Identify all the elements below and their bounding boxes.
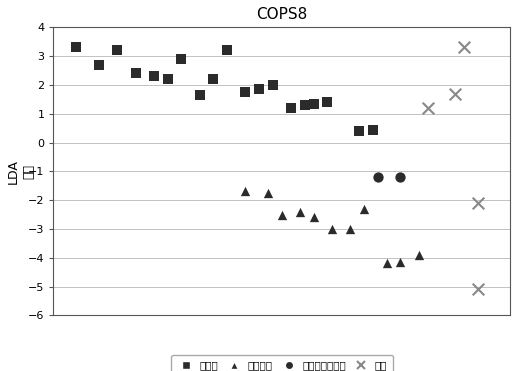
Y-axis label: LDA
得分: LDA 得分 bbox=[7, 159, 35, 184]
Point bbox=[131, 70, 140, 76]
Point bbox=[195, 92, 204, 98]
Point bbox=[451, 91, 460, 96]
Point bbox=[163, 76, 172, 82]
Title: COPS8: COPS8 bbox=[256, 7, 308, 22]
Point bbox=[424, 105, 432, 111]
Point bbox=[474, 200, 482, 206]
Point bbox=[373, 174, 382, 180]
Point bbox=[177, 56, 186, 62]
Point bbox=[241, 188, 249, 194]
Legend: 响应者, 非响应者, 排除的非响应者, 未知: 响应者, 非响应者, 排除的非响应者, 未知 bbox=[171, 355, 393, 371]
Point bbox=[310, 101, 318, 106]
Point bbox=[264, 190, 272, 196]
Point bbox=[241, 89, 249, 95]
Point bbox=[278, 211, 286, 217]
Point bbox=[360, 206, 368, 212]
Point bbox=[474, 286, 482, 292]
Point bbox=[150, 73, 158, 79]
Point bbox=[310, 214, 318, 220]
Point bbox=[397, 174, 405, 180]
Point bbox=[95, 62, 103, 68]
Point bbox=[415, 252, 423, 258]
Point bbox=[268, 82, 277, 88]
Point bbox=[328, 226, 336, 232]
Point bbox=[460, 45, 468, 50]
Point bbox=[397, 259, 405, 265]
Point bbox=[255, 86, 263, 92]
Point bbox=[369, 127, 377, 132]
Point bbox=[223, 47, 231, 53]
Point bbox=[113, 47, 121, 53]
Point bbox=[323, 99, 331, 105]
Point bbox=[346, 226, 354, 232]
Point bbox=[296, 209, 304, 214]
Point bbox=[209, 76, 217, 82]
Point bbox=[383, 260, 391, 266]
Point bbox=[355, 128, 363, 134]
Point bbox=[72, 45, 80, 50]
Point bbox=[287, 105, 295, 111]
Point bbox=[300, 102, 309, 108]
